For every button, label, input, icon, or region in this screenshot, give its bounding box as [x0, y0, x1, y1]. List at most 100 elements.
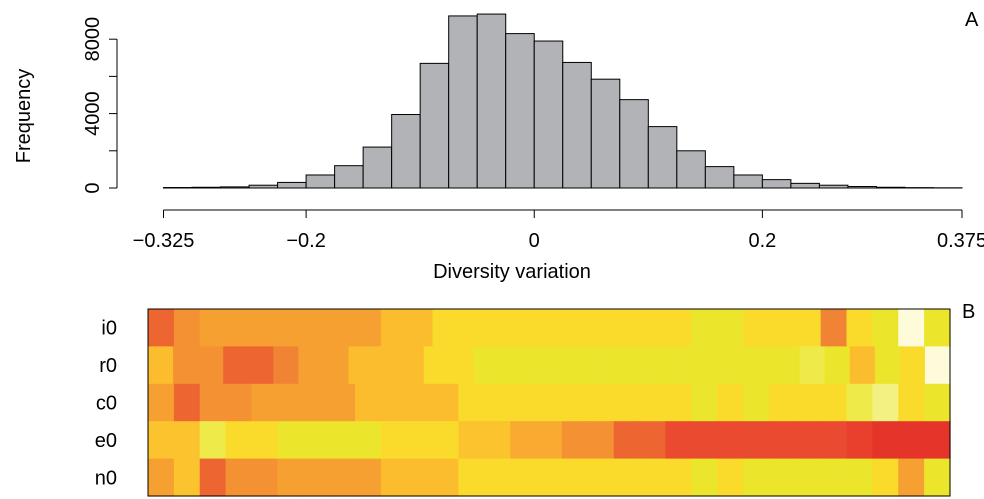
- heatmap-cell: [849, 346, 876, 385]
- heatmap-cell: [354, 383, 382, 422]
- heatmap-cell: [768, 309, 796, 347]
- histogram-bar: [761, 179, 792, 189]
- heatmap-cell: [248, 346, 274, 385]
- heatmap-cell: [298, 346, 325, 385]
- heatmap-cell: [924, 421, 951, 460]
- heatmap-cell: [510, 309, 537, 347]
- histogram-bar: [277, 181, 307, 189]
- heatmap-cell: [674, 346, 700, 385]
- x-tick-label: −0.2: [286, 230, 325, 252]
- histogram-bar: [362, 146, 393, 189]
- heatmap-cell: [380, 421, 408, 460]
- heatmap-cell: [898, 383, 925, 422]
- heatmap-cell: [717, 309, 744, 347]
- heatmap-cell: [277, 458, 304, 497]
- heatmap-cell: [223, 346, 249, 385]
- heatmap-cell: [587, 309, 615, 347]
- heatmap-cell: [523, 346, 550, 385]
- heatmap-cell: [199, 309, 227, 347]
- heatmap-cell: [432, 421, 460, 460]
- heatmap-cell: [354, 309, 382, 347]
- heatmap-cell: [549, 346, 575, 385]
- heatmap-cell: [574, 346, 600, 385]
- histogram-bar: [305, 174, 336, 189]
- histogram-bar: [647, 126, 678, 189]
- heatmap-cell: [225, 421, 253, 460]
- heatmap-cell: [898, 458, 925, 497]
- heatmap-cell: [794, 309, 822, 347]
- heatmap-cell: [148, 309, 175, 347]
- heatmap-cell: [691, 309, 718, 347]
- heatmap-cell: [924, 383, 951, 422]
- x-tick-label: 0.2: [748, 230, 776, 252]
- heatmap-cell: [587, 421, 615, 460]
- heatmap-cell: [432, 383, 460, 422]
- heatmap-cell: [898, 309, 925, 347]
- heatmap-cell: [199, 421, 227, 460]
- heatmap-cell: [639, 421, 667, 460]
- heatmap-cell: [846, 383, 873, 422]
- x-tick-label: −0.325: [133, 230, 195, 252]
- heatmap-cell: [148, 383, 175, 422]
- histogram-bar: [476, 13, 507, 189]
- heatmap-row-label: e0: [95, 430, 117, 452]
- heatmap-row-label: n0: [95, 467, 117, 489]
- heatmap-cell: [173, 421, 201, 460]
- histogram-bar: [220, 186, 250, 189]
- heatmap-cell: [613, 421, 641, 460]
- histogram-bar: [448, 15, 478, 189]
- histogram-bar: [419, 62, 450, 189]
- histogram-bar: [733, 174, 763, 189]
- heatmap-cell: [303, 458, 330, 497]
- heatmap-cell: [432, 309, 460, 347]
- heatmap-cell: [846, 458, 873, 497]
- heatmap-cell: [380, 309, 408, 347]
- y-tick-label: 8000: [82, 17, 104, 62]
- heatmap-cell: [639, 383, 667, 422]
- heatmap-cell: [924, 346, 951, 385]
- heatmap-cell: [510, 458, 537, 497]
- heatmap-cell: [448, 346, 475, 385]
- heatmap-cell: [587, 383, 615, 422]
- heatmap-cell: [406, 458, 434, 497]
- y-tick-label: 4000: [82, 91, 104, 136]
- heatmap-cell: [277, 383, 304, 422]
- heatmap-cell: [872, 383, 899, 422]
- heatmap-cell: [510, 421, 537, 460]
- histogram-bar: [334, 165, 364, 189]
- heatmap-cell: [665, 458, 692, 497]
- heatmap-cell: [536, 458, 563, 497]
- y-tick-label: 0: [82, 182, 104, 193]
- heatmap-cell: [691, 421, 718, 460]
- heatmap-row-labels: i0 r0 c0 e0 n0: [95, 318, 117, 490]
- heatmap-cell: [820, 309, 848, 347]
- heatmap-cell: [199, 458, 227, 497]
- heatmap-cell: [872, 458, 899, 497]
- heatmap-cell: [473, 346, 500, 385]
- heatmap-cell: [561, 383, 589, 422]
- heatmap-cell: [774, 346, 801, 385]
- heatmap-cell: [665, 421, 692, 460]
- heatmap-cell: [820, 458, 848, 497]
- heatmap-cell: [536, 383, 563, 422]
- heatmap-cell: [423, 346, 450, 385]
- heatmap-cell: [799, 346, 826, 385]
- x-tick-label: 0: [529, 230, 540, 252]
- heatmap-cell: [613, 309, 641, 347]
- heatmap-cell: [484, 309, 511, 347]
- heatmap-cell: [484, 458, 511, 497]
- heatmap-cell: [846, 421, 873, 460]
- heatmap-cell: [510, 383, 537, 422]
- histogram-bar: [590, 78, 621, 189]
- heatmap-cell: [874, 346, 901, 385]
- heatmap-cell: [846, 309, 873, 347]
- heatmap-cell: [724, 346, 751, 385]
- heatmap-cell: [743, 421, 770, 460]
- heatmap-cell: [458, 383, 485, 422]
- heatmap-cell: [225, 458, 253, 497]
- heatmap-cell: [329, 383, 356, 422]
- heatmap-cell: [354, 458, 382, 497]
- histogram-bar: [847, 186, 877, 189]
- heatmap-cell: [665, 309, 692, 347]
- heatmap-cell: [587, 458, 615, 497]
